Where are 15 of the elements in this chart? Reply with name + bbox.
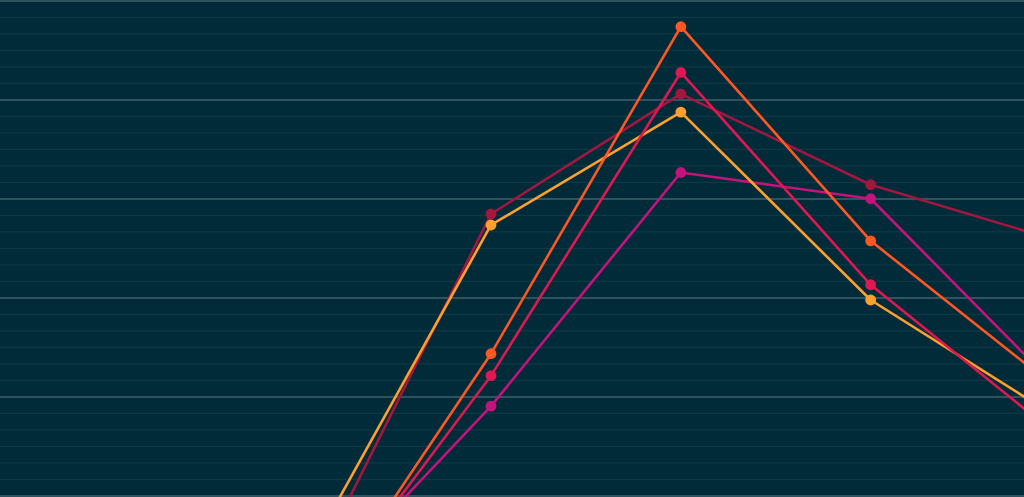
point — [865, 235, 877, 247]
point — [865, 179, 877, 191]
point — [485, 400, 497, 412]
point — [865, 193, 877, 205]
point — [675, 167, 687, 178]
point — [865, 294, 877, 306]
point — [865, 279, 877, 291]
point — [485, 348, 497, 360]
point — [675, 106, 687, 118]
point — [675, 88, 687, 100]
point — [675, 21, 687, 33]
point — [675, 67, 687, 78]
point — [485, 219, 497, 231]
point — [485, 208, 497, 220]
point — [485, 370, 497, 382]
